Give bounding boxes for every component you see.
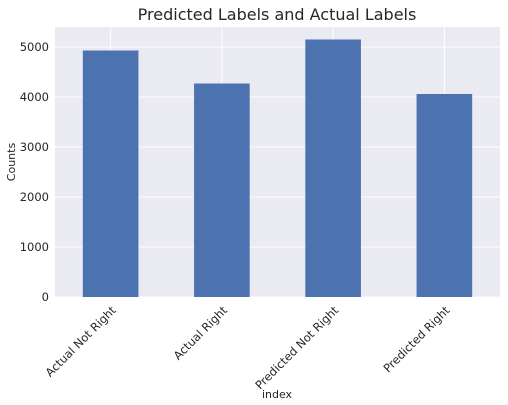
y-axis-label: Counts bbox=[5, 143, 18, 182]
x-tick-label: Predicted Not Right bbox=[252, 303, 341, 392]
y-tick-label: 5000 bbox=[20, 40, 49, 54]
y-tick-label: 0 bbox=[42, 290, 49, 304]
y-tick-label: 3000 bbox=[20, 140, 49, 154]
x-tick-label: Actual Right bbox=[171, 303, 231, 363]
chart-title: Predicted Labels and Actual Labels bbox=[138, 5, 417, 24]
y-tick-label: 4000 bbox=[20, 90, 49, 104]
y-tick-label: 1000 bbox=[20, 240, 49, 254]
y-tick-labels: 0 1000 2000 3000 4000 5000 bbox=[20, 40, 49, 304]
bar-predicted-right bbox=[416, 94, 473, 297]
bar-actual-right bbox=[194, 83, 250, 297]
x-tick-labels: Actual Not Right Actual Right Predicted No… bbox=[43, 303, 453, 392]
x-tick-label: Predicted Right bbox=[380, 303, 452, 375]
y-tick-label: 2000 bbox=[20, 190, 49, 204]
bar-actual-not-right bbox=[82, 50, 139, 297]
bars bbox=[82, 39, 473, 297]
x-axis-label: index bbox=[262, 388, 293, 401]
x-tick-label: Actual Not Right bbox=[43, 303, 120, 380]
bar-predicted-not-right bbox=[305, 39, 361, 297]
